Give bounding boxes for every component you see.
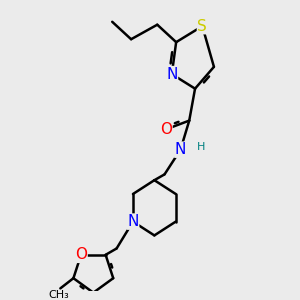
Text: N: N [175, 142, 186, 157]
Text: O: O [75, 247, 87, 262]
Text: S: S [197, 19, 207, 34]
Text: H: H [196, 142, 205, 152]
Text: CH₃: CH₃ [49, 290, 69, 300]
Text: N: N [166, 67, 178, 82]
Text: N: N [127, 214, 139, 229]
Text: O: O [160, 122, 172, 137]
